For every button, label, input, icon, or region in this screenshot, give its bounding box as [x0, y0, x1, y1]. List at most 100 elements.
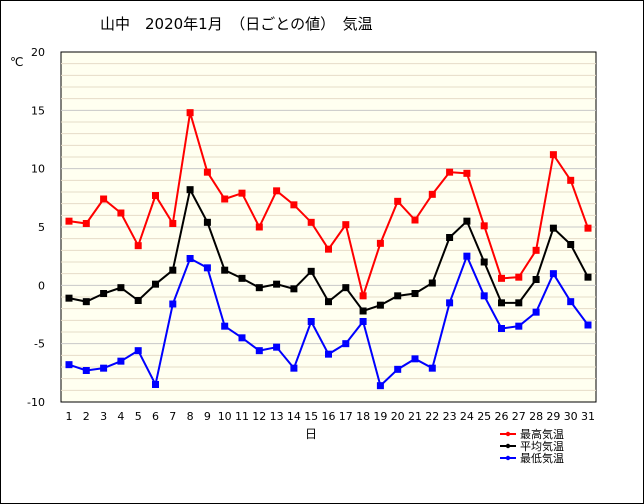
x-tick-label: 29 [546, 410, 560, 423]
legend-label: 最高気温 [520, 427, 564, 441]
data-point [307, 318, 315, 325]
data-point [359, 307, 367, 315]
data-point [515, 322, 523, 330]
x-axis-title: 日 [305, 427, 318, 441]
legend-label: 最低気温 [520, 451, 564, 465]
y-axis-unit-label: ℃ [10, 55, 24, 69]
y-tick-label: 5 [38, 221, 45, 234]
x-tick-label: 11 [235, 410, 249, 423]
x-tick-label: 27 [512, 410, 526, 423]
data-point [446, 168, 454, 176]
data-point [567, 298, 575, 306]
data-point [307, 218, 315, 226]
x-tick-label: 9 [204, 410, 211, 423]
data-point [463, 169, 471, 177]
data-point [255, 347, 263, 355]
data-point [446, 234, 454, 241]
legend-marker [505, 431, 511, 437]
y-tick-label: 20 [31, 46, 45, 59]
data-point [411, 290, 419, 297]
x-tick-label: 30 [564, 410, 578, 423]
x-tick-label: 24 [460, 410, 474, 423]
data-point [100, 290, 108, 297]
legend-label: 平均気温 [520, 439, 564, 453]
data-point [515, 273, 523, 281]
data-point [532, 308, 540, 316]
data-point [428, 364, 436, 372]
data-point [446, 299, 454, 307]
x-tick-label: 20 [391, 410, 405, 423]
data-point [134, 347, 142, 355]
data-point [584, 273, 592, 281]
x-tick-label: 8 [187, 410, 194, 423]
data-point [82, 298, 90, 306]
data-point [238, 334, 246, 342]
data-point [480, 258, 488, 266]
data-point [515, 299, 523, 307]
data-point [169, 300, 177, 308]
data-point [359, 318, 367, 325]
x-tick-label: 12 [252, 410, 266, 423]
data-point [221, 195, 229, 203]
data-point [342, 340, 350, 348]
data-point [186, 109, 194, 117]
data-point [117, 284, 125, 292]
data-point [238, 189, 246, 197]
data-point [549, 151, 557, 159]
y-tick-label: -5 [34, 338, 45, 351]
x-tick-label: 19 [373, 410, 387, 423]
data-point [584, 224, 592, 232]
y-tick-label: 15 [31, 104, 45, 117]
data-point [411, 216, 419, 224]
x-tick-label: 1 [66, 410, 73, 423]
data-point [428, 190, 436, 198]
series-1 [65, 109, 592, 300]
data-point [152, 381, 159, 388]
data-point [567, 176, 575, 184]
data-point [221, 266, 229, 274]
data-point [152, 280, 159, 288]
data-point [549, 224, 557, 232]
data-point [463, 217, 471, 225]
data-point [498, 274, 505, 282]
data-point [169, 266, 177, 274]
data-point [152, 192, 159, 199]
data-point [463, 252, 471, 260]
data-point [394, 365, 402, 373]
data-point [100, 195, 108, 203]
y-tick-label: -10 [27, 396, 45, 409]
data-point [203, 218, 211, 226]
data-point [325, 245, 332, 253]
x-tick-label: 15 [304, 410, 318, 423]
data-point [100, 364, 108, 372]
data-point [169, 220, 177, 227]
data-point [117, 209, 125, 217]
x-tick-label: 18 [356, 410, 370, 423]
data-point [290, 201, 298, 209]
x-tick-label: 23 [443, 410, 457, 423]
data-point [411, 355, 419, 363]
data-point [394, 292, 402, 300]
x-tick-label: 2 [83, 410, 90, 423]
x-tick-label: 28 [529, 410, 543, 423]
data-point [428, 279, 436, 287]
data-point [65, 217, 73, 225]
data-point [394, 197, 402, 205]
chart-title: 山中 2020年1月 （日ごとの値） 気温 [100, 15, 373, 33]
legend-marker [505, 443, 511, 449]
x-tick-label: 21 [408, 410, 422, 423]
data-point [221, 322, 229, 330]
data-point [376, 382, 384, 390]
data-point [325, 298, 332, 306]
data-point [498, 325, 505, 332]
data-point [376, 301, 384, 309]
x-tick-label: 31 [581, 410, 595, 423]
x-tick-label: 10 [218, 410, 232, 423]
data-point [238, 274, 246, 282]
x-tick-label: 14 [287, 410, 301, 423]
x-tick-label: 13 [270, 410, 284, 423]
data-point [186, 186, 194, 194]
data-point [255, 284, 263, 292]
x-tick-label: 22 [425, 410, 439, 423]
